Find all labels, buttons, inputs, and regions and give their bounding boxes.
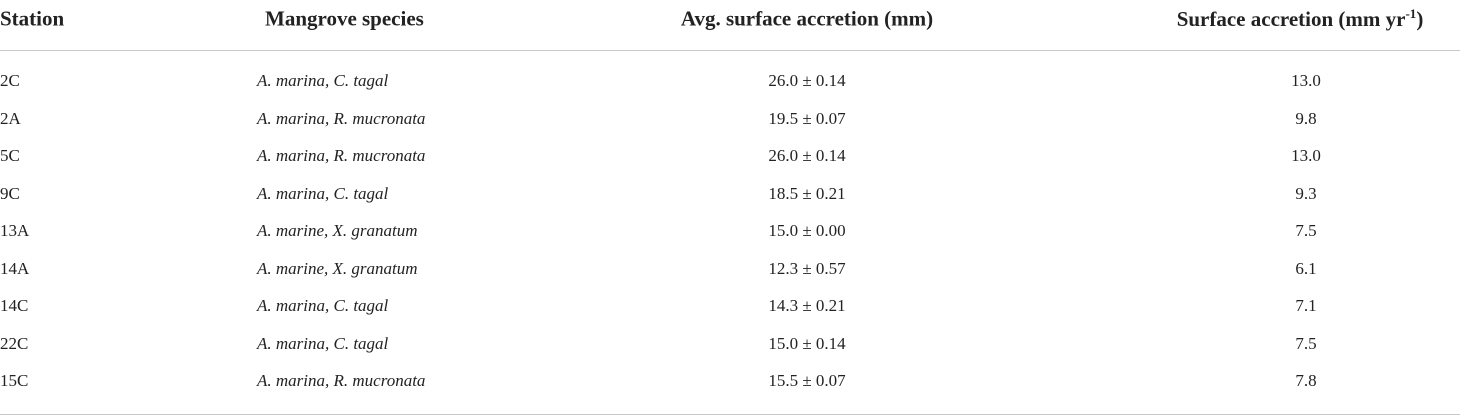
species-cell: A. marina, C. tagal <box>257 183 389 203</box>
station-cell: 14C <box>0 296 29 315</box>
station-cell: 9C <box>0 183 20 203</box>
accretion-rate-cell: 7.1 <box>1295 296 1317 315</box>
avg-accretion-cell: 18.5 ± 0.21 <box>768 183 846 203</box>
header-superscript: -1 <box>1405 6 1417 21</box>
avg-accretion-cell: 15.5 ± 0.07 <box>768 371 846 390</box>
species-cell: A. marina, C. tagal <box>257 296 389 315</box>
species-cell: A. marina, C. tagal <box>257 71 389 90</box>
species-cell: A. marina, C. tagal <box>257 333 389 353</box>
accretion-rate-cell: 13.0 <box>1291 146 1321 165</box>
species-cell: A. marine, X. granatum <box>257 258 418 278</box>
station-cell: 14A <box>0 258 30 278</box>
column-header: Surface accretion (mm yr-1) <box>1177 6 1424 32</box>
station-cell: 15C <box>0 371 29 390</box>
accretion-rate-cell: 9.8 <box>1295 108 1317 128</box>
species-cell: A. marina, R. mucronata <box>257 146 426 165</box>
avg-accretion-cell: 26.0 ± 0.14 <box>768 71 846 90</box>
species-cell: A. marina, R. mucronata <box>257 108 426 128</box>
accretion-rate-cell: 7.5 <box>1295 221 1317 240</box>
accretion-rate-cell: 6.1 <box>1295 258 1317 278</box>
column-header: Mangrove species <box>265 6 424 31</box>
accretion-rate-cell: 7.8 <box>1295 371 1317 390</box>
station-cell: 22C <box>0 333 29 353</box>
avg-accretion-cell: 15.0 ± 0.14 <box>768 333 846 353</box>
accretion-rate-cell: 9.3 <box>1295 183 1317 203</box>
station-cell: 5C <box>0 146 20 165</box>
avg-accretion-cell: 26.0 ± 0.14 <box>768 146 846 165</box>
column-header: Station <box>0 6 65 31</box>
avg-accretion-cell: 19.5 ± 0.07 <box>768 108 846 128</box>
avg-accretion-cell: 14.3 ± 0.21 <box>768 296 846 315</box>
station-cell: 2A <box>0 108 21 128</box>
header-text: Surface accretion (mm yr <box>1176 7 1406 31</box>
header-text: ) <box>1416 7 1424 31</box>
header-rule <box>0 50 1460 51</box>
avg-accretion-cell: 15.0 ± 0.00 <box>768 221 846 240</box>
species-cell: A. marina, R. mucronata <box>257 371 426 390</box>
station-cell: 13A <box>0 221 30 240</box>
avg-accretion-cell: 12.3 ± 0.57 <box>768 258 846 278</box>
accretion-rate-cell: 7.5 <box>1295 333 1317 353</box>
station-cell: 2C <box>0 71 20 90</box>
accretion-rate-cell: 13.0 <box>1291 71 1321 90</box>
column-header: Avg. surface accretion (mm) <box>680 6 934 31</box>
species-cell: A. marine, X. granatum <box>257 221 418 240</box>
bottom-rule <box>0 414 1460 415</box>
